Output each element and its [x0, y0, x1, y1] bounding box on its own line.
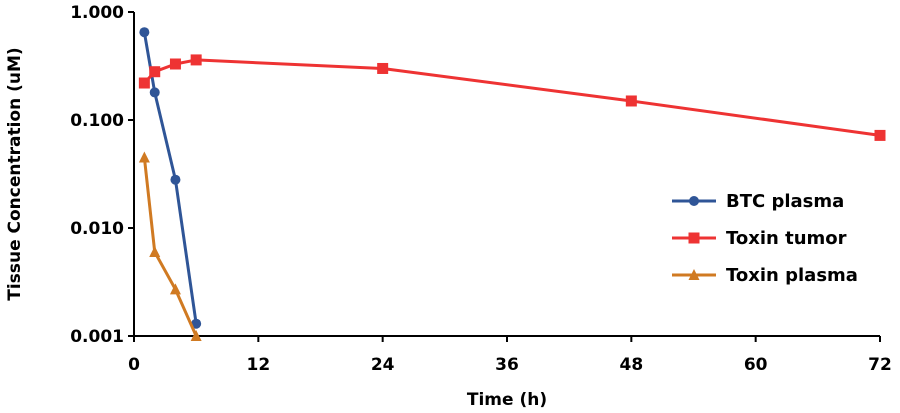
data-point-btc-plasma: [191, 318, 202, 329]
legend-label: Toxin tumor: [726, 228, 847, 249]
data-point-toxin-plasma: [149, 245, 161, 257]
data-point-toxin-tumor: [190, 54, 202, 66]
legend-swatch-marker: [689, 196, 699, 206]
x-tick-label: 12: [246, 355, 270, 375]
x-tick-label: 72: [868, 355, 892, 375]
x-tick-label: 36: [495, 355, 519, 375]
x-tick-label: 24: [371, 355, 395, 375]
data-point-toxin-tumor: [377, 62, 389, 74]
legend: BTC plasma Toxin tumor Toxin plasma: [672, 191, 858, 286]
legend-item-toxin-tumor: Toxin tumor: [672, 228, 847, 249]
data-point-toxin-tumor: [625, 95, 637, 107]
series-btc-plasma: [139, 27, 202, 329]
data-point-toxin-tumor: [149, 66, 161, 78]
x-axis-title: Time (h): [467, 390, 547, 410]
data-point-toxin-tumor: [138, 77, 150, 89]
series-toxin-plasma: [138, 151, 202, 341]
x-tick-label: 0: [128, 355, 140, 375]
y-tick-label: 0.100: [70, 111, 124, 131]
data-point-toxin-plasma: [169, 283, 181, 295]
y-axis-title: Tissue Concentration (uM): [5, 47, 25, 300]
legend-swatch-marker: [688, 232, 700, 244]
data-point-btc-plasma: [139, 27, 150, 38]
data-point-toxin-tumor: [169, 58, 181, 70]
data-point-toxin-plasma: [138, 151, 150, 163]
series-line-toxin-plasma: [142, 157, 198, 337]
data-point-toxin-plasma: [190, 330, 202, 341]
legend-item-toxin-plasma: Toxin plasma: [672, 265, 858, 286]
y-tick-label: 0.001: [70, 327, 124, 347]
legend-label: Toxin plasma: [726, 265, 858, 286]
data-point-btc-plasma: [149, 87, 160, 98]
data-point-toxin-tumor: [874, 129, 886, 141]
series-toxin-tumor: [138, 54, 886, 141]
y-tick-label: 1.000: [70, 3, 124, 23]
x-tick-label: 48: [619, 355, 643, 375]
x-tick-label: 60: [744, 355, 768, 375]
legend-label: BTC plasma: [726, 191, 844, 212]
legend-item-btc-plasma: BTC plasma: [672, 191, 844, 212]
data-point-btc-plasma: [170, 174, 181, 185]
series-line-btc-plasma: [142, 31, 198, 324]
legend-swatch-marker: [688, 269, 700, 280]
series-layer: [138, 27, 886, 341]
axes: 0.001 0.010 0.100 1.000 0 12 24 36 48 60 72: [70, 3, 892, 375]
y-tick-label: 0.010: [70, 219, 124, 239]
series-line-toxin-tumor: [143, 58, 881, 137]
